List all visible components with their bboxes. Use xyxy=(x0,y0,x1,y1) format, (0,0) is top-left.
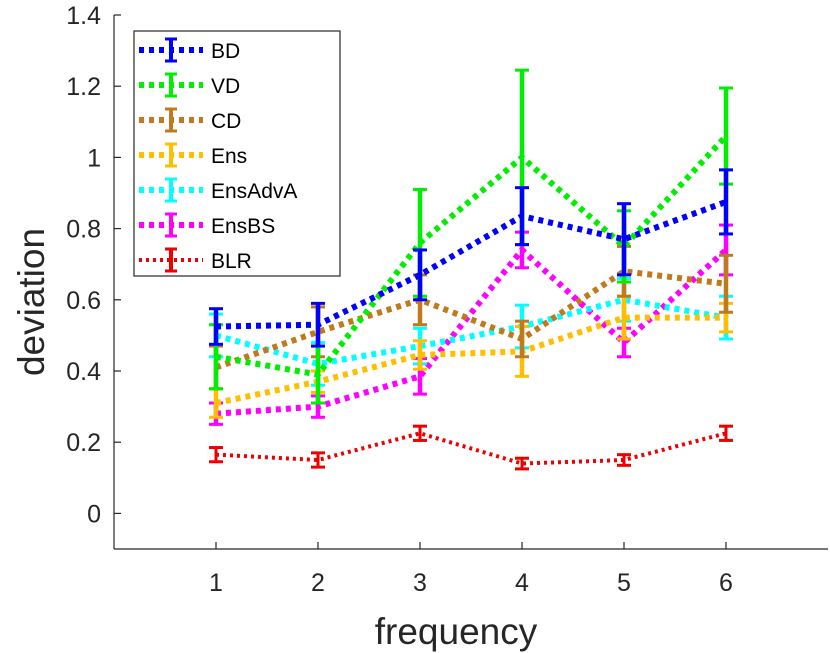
data-point-vd-3 xyxy=(418,241,422,245)
data-point-ens-1 xyxy=(214,401,218,405)
legend-label-vd: VD xyxy=(211,75,240,98)
data-point-blr-1 xyxy=(214,453,218,457)
data-point-ens-5 xyxy=(622,316,626,320)
y-tick-label-0.8: 0.8 xyxy=(66,216,101,244)
y-tick-label-1: 1 xyxy=(87,144,101,172)
legend-entry-blr: BLR xyxy=(139,247,252,273)
data-point-blr-3 xyxy=(418,431,422,435)
data-point-ens-3 xyxy=(418,353,422,357)
y-tick-label-0.4: 0.4 xyxy=(66,358,101,386)
legend-label-ensadva: EnsAdvA xyxy=(211,180,297,203)
data-point-bd-3 xyxy=(418,273,422,277)
y-tick-label-1.4: 1.4 xyxy=(66,2,101,30)
x-tick-label-6: 6 xyxy=(719,569,733,597)
x-tick-label-3: 3 xyxy=(413,569,427,597)
series-line-ens xyxy=(215,314,726,406)
legend-entry-bd: BD xyxy=(139,37,240,63)
legend-entry-cd: CD xyxy=(139,107,241,133)
y-tick-label-0.2: 0.2 xyxy=(66,429,101,457)
y-tick-label-0: 0 xyxy=(87,500,101,528)
data-point-bd-6 xyxy=(724,200,728,204)
plot-area xyxy=(209,68,733,471)
data-point-vd-1 xyxy=(214,355,218,359)
data-point-cd-4 xyxy=(520,337,524,341)
legend-entry-ens: Ens xyxy=(139,142,247,168)
data-point-cd-6 xyxy=(724,282,728,286)
series-blr xyxy=(209,424,733,471)
data-point-ens-6 xyxy=(724,316,728,320)
legend-label-cd: CD xyxy=(211,110,241,133)
series-bd xyxy=(209,168,733,348)
data-point-blr-4 xyxy=(520,462,524,466)
legend-label-ens: Ens xyxy=(211,145,247,168)
data-point-ensbs-4 xyxy=(520,248,524,252)
data-point-bd-4 xyxy=(520,214,524,218)
data-point-blr-5 xyxy=(622,458,626,462)
series-line-cd xyxy=(215,268,727,371)
axes: 1 2 3 4 5 6 0 0.2 0.4 0.6 0.8 1 1.2 1.4 xyxy=(66,2,828,597)
data-point-ensbs-2 xyxy=(316,405,320,409)
data-point-vd-2 xyxy=(316,373,320,377)
y-tick-label-1.2: 1.2 xyxy=(66,73,101,101)
data-point-vd-4 xyxy=(520,155,524,159)
data-point-ensbs-5 xyxy=(622,341,626,345)
data-point-vd-6 xyxy=(724,134,728,138)
y-tick-label-0.6: 0.6 xyxy=(66,287,101,315)
legend-label-bd: BD xyxy=(211,40,240,63)
x-tick-label-5: 5 xyxy=(617,569,631,597)
series-line-ensbs xyxy=(215,245,729,417)
x-tick-label-2: 2 xyxy=(311,569,325,597)
data-point-blr-6 xyxy=(724,431,728,435)
series-line-blr xyxy=(215,431,727,466)
legend-entry-vd: VD xyxy=(139,72,240,98)
data-point-blr-2 xyxy=(316,458,320,462)
data-point-bd-1 xyxy=(214,325,218,328)
x-tick-label-1: 1 xyxy=(209,569,223,597)
legend-entry-ensbs: EnsBS xyxy=(139,212,275,238)
legend-label-ensbs: EnsBS xyxy=(211,215,275,238)
data-point-bd-2 xyxy=(316,323,320,327)
series-line-ensadva xyxy=(215,296,727,367)
legend-entry-ensadva: EnsAdvA xyxy=(139,177,297,203)
y-axis-title: deviation xyxy=(11,228,52,376)
series-line-bd xyxy=(215,199,728,330)
series-line-vd xyxy=(215,134,729,378)
x-axis-title: frequency xyxy=(375,611,538,652)
data-point-ensbs-3 xyxy=(418,374,422,378)
x-tick-label-4: 4 xyxy=(515,569,529,597)
legend: BD VD CD Ens EnsAdvA EnsBS BLR xyxy=(133,30,341,277)
data-point-bd-5 xyxy=(622,237,626,241)
legend-label-blr: BLR xyxy=(211,250,252,273)
data-point-ensbs-6 xyxy=(724,248,728,252)
